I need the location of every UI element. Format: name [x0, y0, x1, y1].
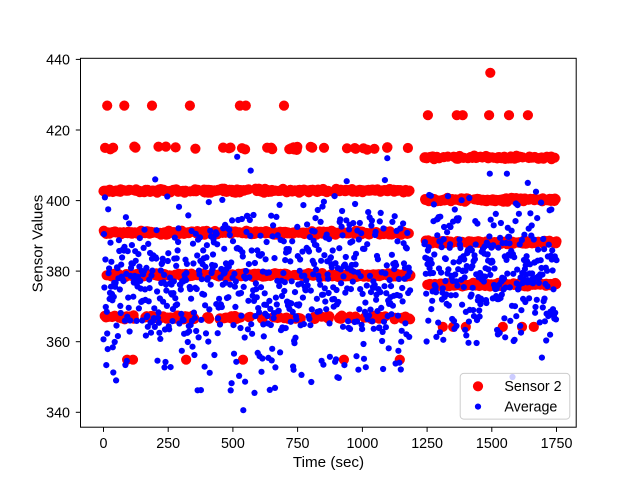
svg-text:1750: 1750 [541, 436, 573, 452]
svg-text:Sensor 2: Sensor 2 [504, 379, 561, 395]
svg-text:Time (sec): Time (sec) [293, 454, 364, 471]
svg-text:360: 360 [46, 335, 70, 351]
svg-text:0: 0 [100, 436, 108, 452]
svg-text:500: 500 [221, 436, 245, 452]
svg-text:Average: Average [504, 399, 557, 415]
svg-text:340: 340 [46, 406, 70, 422]
svg-text:250: 250 [156, 436, 180, 452]
svg-text:1500: 1500 [476, 436, 508, 452]
svg-text:420: 420 [46, 123, 70, 139]
svg-text:380: 380 [46, 264, 70, 280]
svg-text:750: 750 [286, 436, 310, 452]
svg-text:1250: 1250 [411, 436, 443, 452]
svg-text:Sensor Values: Sensor Values [30, 194, 47, 292]
svg-text:440: 440 [46, 53, 70, 69]
svg-text:1000: 1000 [346, 436, 378, 452]
svg-text:400: 400 [46, 194, 70, 210]
